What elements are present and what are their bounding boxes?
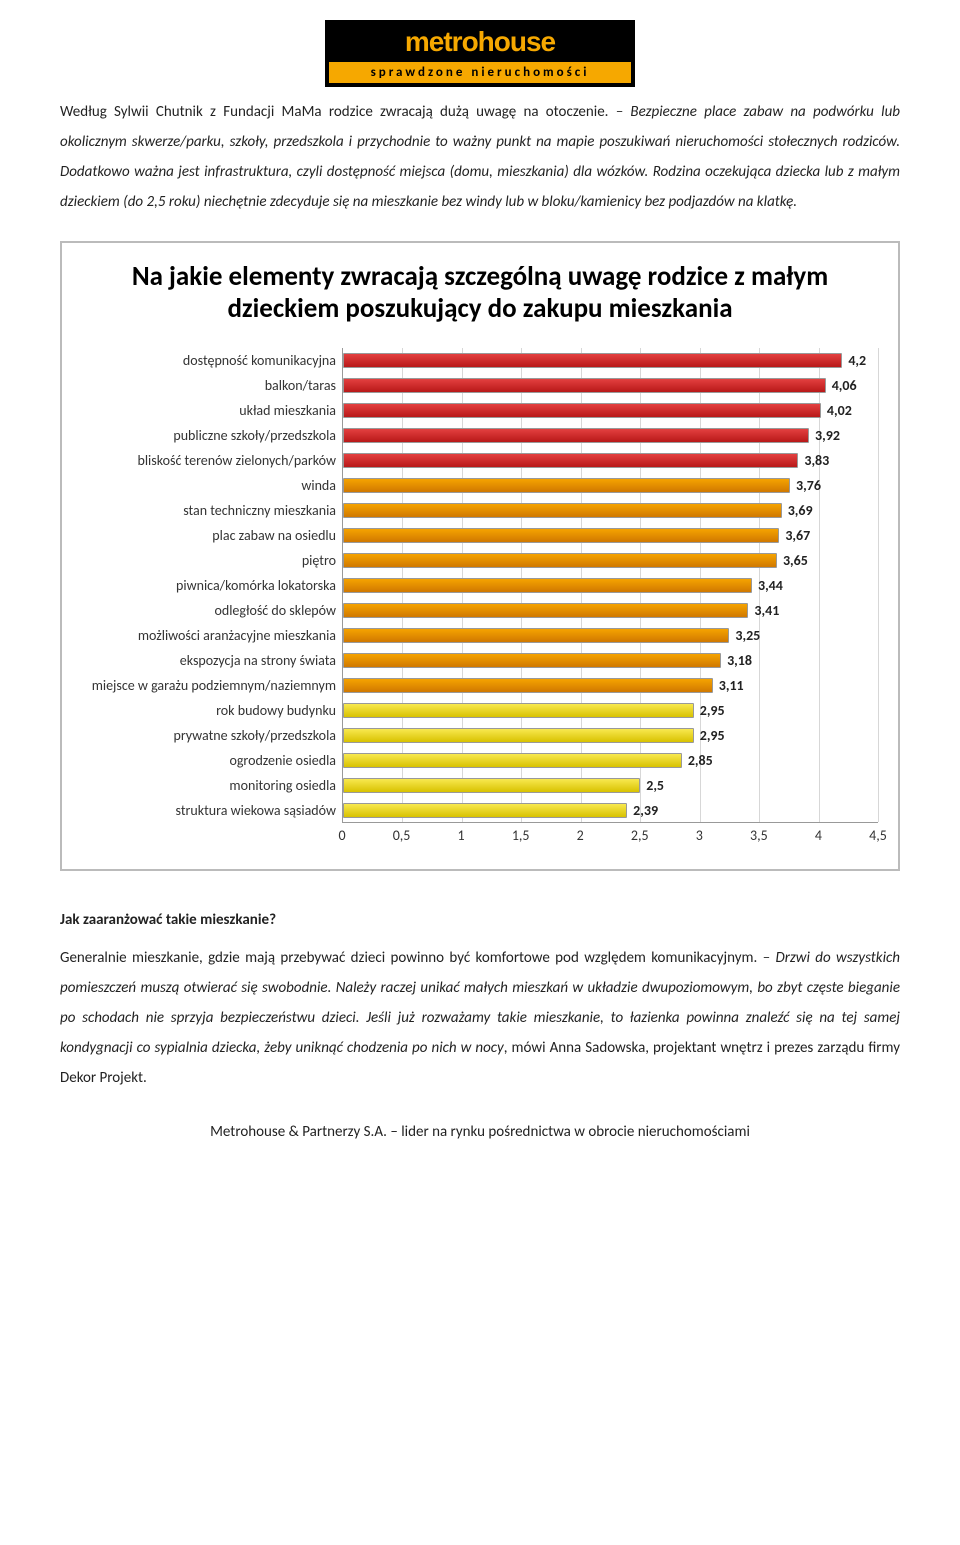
chart-bar (343, 453, 798, 468)
chart-bar (343, 503, 782, 518)
chart-bar (343, 428, 809, 443)
chart-value-label: 4,06 (832, 377, 857, 394)
chart-container: Na jakie elementy zwracają szczególną uw… (60, 241, 900, 871)
intro-paragraph: Według Sylwii Chutnik z Fundacji MaMa ro… (60, 97, 900, 217)
chart-category-label: publiczne szkoły/przedszkola (82, 423, 336, 448)
chart-category-column: dostępność komunikacyjnabalkon/tarasukła… (82, 348, 342, 845)
chart-value-label: 3,25 (735, 627, 760, 644)
intro-lead: Według Sylwii Chutnik z Fundacji MaMa ro… (60, 103, 616, 121)
chart-category-label: możliwości aranżacyjne mieszkania (82, 623, 336, 648)
chart-bar (343, 603, 748, 618)
chart-category-label: odległość do sklepów (82, 598, 336, 623)
x-tick: 1,5 (512, 827, 530, 844)
chart-bar (343, 778, 640, 793)
chart-value-label: 3,18 (727, 652, 752, 669)
x-tick: 4,5 (869, 827, 887, 844)
section-heading: Jak zaaranżować takie mieszkanie? (60, 911, 900, 929)
chart-value-label: 2,39 (633, 802, 658, 819)
chart-category-label: stan techniczny mieszkania (82, 498, 336, 523)
x-tick: 4 (815, 827, 822, 844)
chart-category-label: ekspozycja na strony świata (82, 648, 336, 673)
chart-value-label: 2,95 (700, 702, 725, 719)
chart-value-label: 3,83 (804, 452, 829, 469)
chart-title: Na jakie elementy zwracają szczególną uw… (82, 261, 878, 326)
chart-value-label: 3,67 (785, 527, 810, 544)
chart-value-label: 3,76 (796, 477, 821, 494)
para2-lead: Generalnie mieszkanie, gdzie mają przeby… (60, 949, 763, 967)
chart-bar (343, 803, 627, 818)
arrangement-paragraph: Generalnie mieszkanie, gdzie mają przeby… (60, 943, 900, 1093)
page-footer: Metrohouse & Partnerzy S.A. – lider na r… (60, 1123, 900, 1141)
chart-category-label: ogrodzenie osiedla (82, 748, 336, 773)
x-tick: 3,5 (750, 827, 768, 844)
chart-category-label: bliskość terenów zielonych/parków (82, 448, 336, 473)
chart-value-label: 2,95 (700, 727, 725, 744)
chart-value-label: 3,44 (758, 577, 783, 594)
x-tick: 2 (577, 827, 584, 844)
chart-bar (343, 578, 752, 593)
chart-category-label: monitoring osiedla (82, 773, 336, 798)
chart-x-axis: 00,511,522,533,544,5 (342, 823, 878, 845)
chart-value-label: 4,2 (848, 352, 866, 369)
chart-bar (343, 553, 777, 568)
chart-category-label: winda (82, 473, 336, 498)
x-tick: 3 (696, 827, 703, 844)
chart-value-label: 3,65 (783, 552, 808, 569)
chart-value-label: 4,02 (827, 402, 852, 419)
x-tick: 1 (458, 827, 465, 844)
chart-bar (343, 703, 694, 718)
chart-category-label: dostępność komunikacyjna (82, 348, 336, 373)
chart-category-label: piwnica/komórka lokatorska (82, 573, 336, 598)
chart-category-label: plac zabaw na osiedlu (82, 523, 336, 548)
logo-brand: metrohouse (405, 26, 555, 57)
x-tick: 2,5 (631, 827, 649, 844)
chart-bar (343, 528, 779, 543)
chart-bar (343, 478, 790, 493)
chart-category-label: rok budowy budynku (82, 698, 336, 723)
chart-bar (343, 403, 821, 418)
logo: metrohouse sprawdzone nieruchomości (60, 0, 900, 97)
chart-category-label: balkon/taras (82, 373, 336, 398)
chart-value-label: 3,92 (815, 427, 840, 444)
chart-bar (343, 653, 721, 668)
x-tick: 0 (338, 827, 345, 844)
chart-bar (343, 353, 842, 368)
chart-value-label: 3,11 (719, 677, 744, 694)
chart-category-label: układ mieszkania (82, 398, 336, 423)
x-tick: 0,5 (393, 827, 411, 844)
chart-bar (343, 728, 694, 743)
chart-plot-area: 4,2 4,06 4,02 3,92 3,83 3,76 3,69 3,67 3,653,44 3… (342, 348, 878, 823)
chart-bar (343, 678, 713, 693)
chart-category-label: struktura wiekowa sąsiadów (82, 798, 336, 823)
chart-bar (343, 753, 682, 768)
chart-value-label: 3,69 (788, 502, 813, 519)
chart-value-label: 2,5 (646, 777, 664, 794)
chart-plot-column: 4,2 4,06 4,02 3,92 3,83 3,76 3,69 3,67 3,653,44 3… (342, 348, 878, 845)
logo-tagline: sprawdzone nieruchomości (329, 62, 631, 83)
chart-category-label: miejsce w garażu podziemnym/naziemnym (82, 673, 336, 698)
chart-category-label: prywatne szkoły/przedszkola (82, 723, 336, 748)
chart-value-label: 2,85 (688, 752, 713, 769)
chart-value-label: 3,41 (754, 602, 779, 619)
chart-category-label: piętro (82, 548, 336, 573)
chart-bar (343, 378, 826, 393)
chart-bar (343, 628, 729, 643)
